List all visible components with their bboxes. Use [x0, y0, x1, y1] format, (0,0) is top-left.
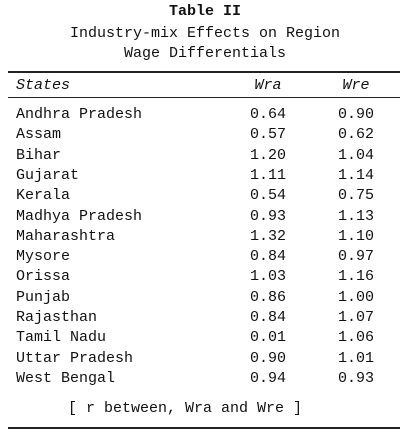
value-cell: 0.90: [249, 349, 287, 367]
rule: [8, 427, 400, 429]
value-cell: 1.01: [337, 349, 375, 367]
value-cell: 0.93: [337, 369, 375, 387]
state-name: West Bengal: [16, 369, 116, 387]
footer-note: [ r between, Wra and Wre ]: [67, 400, 303, 417]
state-name: Assam: [16, 126, 62, 144]
state-name: Tamil Nadu: [16, 329, 107, 347]
value-cell: 0.01: [249, 329, 287, 347]
value-cell: 1.20: [249, 146, 287, 164]
state-name: Maharashtra: [16, 227, 116, 245]
value-cell: 0.94: [249, 369, 287, 387]
rule: [8, 97, 400, 98]
value-cell: 1.16: [337, 268, 375, 286]
value-cell: 1.04: [337, 146, 375, 164]
state-name: Kerala: [16, 187, 71, 205]
state-name: Andhra Pradesh: [16, 106, 143, 123]
value-cell: 1.32: [249, 227, 287, 245]
value-cell: 1.14: [337, 166, 375, 184]
subtitle: Industry-mix Effects on Region: [69, 25, 341, 42]
value-cell: 0.64: [249, 106, 287, 123]
value-cell: 1.13: [337, 207, 375, 225]
value-cell: 0.62: [337, 126, 375, 144]
value-cell: 1.10: [337, 227, 375, 245]
state-name: Gujarat: [16, 166, 80, 184]
value-cell: 0.86: [249, 288, 287, 306]
column-header: Wre: [342, 77, 370, 94]
rule: [8, 71, 400, 73]
value-cell: 1.06: [337, 329, 375, 347]
value-cell: 0.97: [337, 248, 375, 266]
value-cell: 1.11: [249, 166, 287, 184]
value-cell: 0.75: [337, 187, 375, 205]
value-cell: 0.93: [249, 207, 287, 225]
table-title: Table II: [168, 3, 242, 20]
state-name: Uttar Pradesh: [16, 349, 134, 367]
value-cell: 0.84: [249, 248, 287, 266]
state-name: Rajasthan: [16, 309, 98, 326]
value-cell: 0.90: [337, 106, 375, 123]
subtitle: Wage Differentials: [123, 45, 287, 62]
state-name: Orissa: [16, 268, 71, 286]
state-name: Madhya Pradesh: [16, 207, 143, 225]
value-cell: 1.03: [249, 268, 287, 286]
value-cell: 0.84: [249, 309, 287, 326]
value-cell: 1.00: [337, 288, 375, 306]
state-name: Mysore: [16, 248, 71, 266]
value-cell: 0.54: [249, 187, 287, 205]
column-header: States: [16, 77, 71, 94]
value-cell: 0.57: [249, 126, 287, 144]
state-name: Bihar: [16, 146, 62, 164]
value-cell: 1.07: [337, 309, 375, 326]
state-name: Punjab: [16, 288, 71, 306]
column-header: Wra: [254, 77, 282, 94]
